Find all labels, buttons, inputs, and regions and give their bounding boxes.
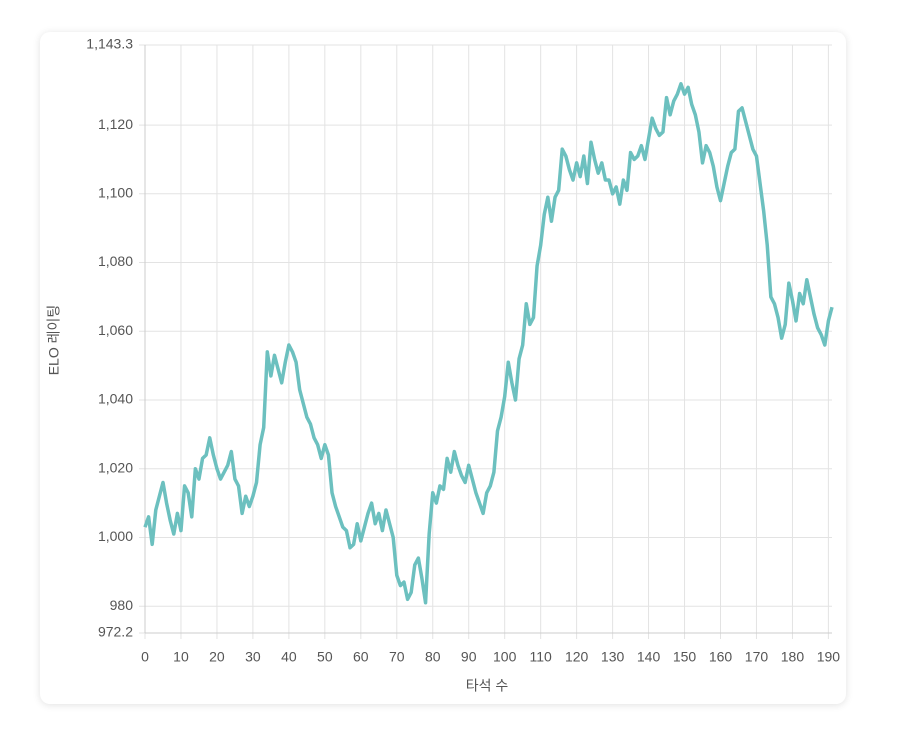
x-tick-label: 170	[745, 649, 769, 665]
x-tick-label: 110	[529, 649, 552, 665]
x-tick-label: 60	[353, 649, 369, 665]
x-tick-label: 120	[565, 649, 589, 665]
x-tick-label: 160	[709, 649, 733, 665]
y-axis-label: ELO 레이팅	[46, 305, 62, 376]
x-tick-label: 180	[781, 649, 805, 665]
x-tick-label: 30	[245, 649, 261, 665]
y-tick-label: 1,040	[98, 391, 133, 407]
chart-card	[40, 32, 846, 704]
y-tick-label: 1,100	[98, 185, 133, 201]
y-tick-label: 1,080	[98, 253, 133, 269]
x-tick-label: 90	[461, 649, 477, 665]
y-tick-label: 1,020	[98, 459, 133, 475]
x-tick-label: 0	[141, 649, 149, 665]
y-tick-label: 1,143.3	[86, 36, 133, 52]
x-tick-label: 80	[425, 649, 441, 665]
x-axis-label: 타석 수	[466, 678, 509, 694]
x-tick-label: 130	[601, 649, 625, 665]
y-tick-label: 980	[110, 597, 134, 613]
x-tick-label: 100	[493, 649, 517, 665]
y-tick-label: 1,060	[98, 322, 133, 338]
data-line	[143, 82, 834, 605]
x-tick-label: 20	[209, 649, 225, 665]
y-tick-label: 1,120	[98, 116, 133, 132]
x-tick-label: 190	[817, 649, 841, 665]
y-tick-label: 972.2	[98, 624, 133, 640]
x-tick-label: 50	[317, 649, 333, 665]
y-tick-label: 1,000	[98, 528, 133, 544]
x-tick-label: 150	[673, 649, 697, 665]
x-tick-label: 10	[173, 649, 189, 665]
x-tick-label: 140	[637, 649, 661, 665]
x-tick-label: 40	[281, 649, 297, 665]
x-tick-label: 70	[389, 649, 405, 665]
